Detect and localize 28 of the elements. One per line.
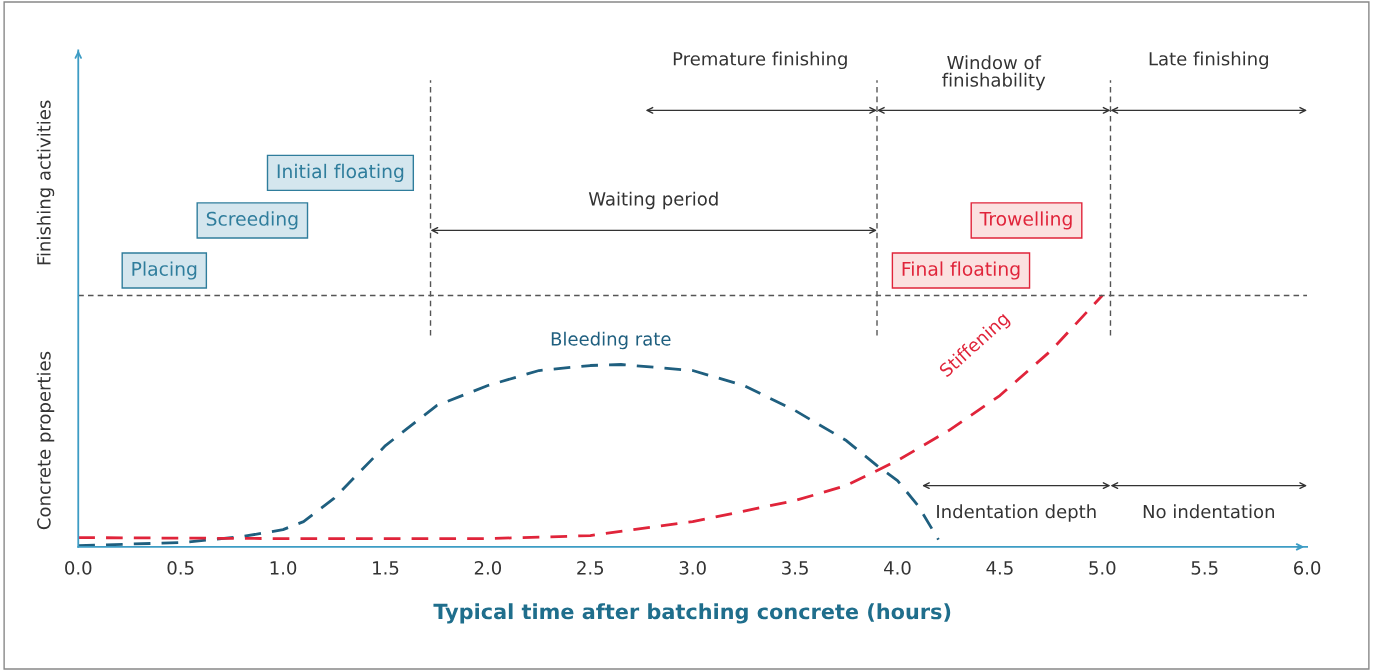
text: Waiting period	[588, 191, 718, 210]
x-tick-label: 1.0	[270, 561, 297, 575]
series-label: Bleeding rate	[551, 331, 671, 350]
text: Window of finishability	[942, 55, 1046, 91]
x-tick-label: 2.5	[577, 561, 604, 575]
x-tick-label: 5.5	[1191, 561, 1218, 575]
text: Placing	[132, 261, 197, 280]
text: Premature finishing	[673, 51, 847, 70]
x-tick-label: 0.0	[65, 561, 92, 575]
x-tick-label: 5.0	[1089, 561, 1116, 575]
x-tick-label: 1.5	[373, 561, 399, 575]
text: Finishing activities	[36, 100, 55, 265]
annotation: No indentation	[1143, 504, 1274, 519]
text: Trowelling	[979, 211, 1072, 230]
text: Concrete properties	[36, 351, 55, 530]
text: Screeding	[206, 211, 298, 230]
text: Late finishing	[1149, 51, 1268, 70]
x-tick-label: 3.5	[782, 561, 808, 575]
x-axis-title: Typical time after batching concrete (hours)	[433, 603, 951, 624]
x-tick-label: 3.0	[679, 561, 706, 575]
text: Initial floating	[277, 163, 404, 182]
x-tick-label: 2.0	[474, 561, 502, 575]
x-tick-label: 6.0	[1294, 561, 1321, 575]
x-tick-label: 4.0	[884, 561, 911, 575]
x-tick-label: 0.5	[167, 561, 194, 575]
annotation: Indentation depth	[937, 504, 1096, 522]
text: Final floating	[902, 261, 1020, 280]
x-tick-label: 4.5	[986, 561, 1013, 575]
